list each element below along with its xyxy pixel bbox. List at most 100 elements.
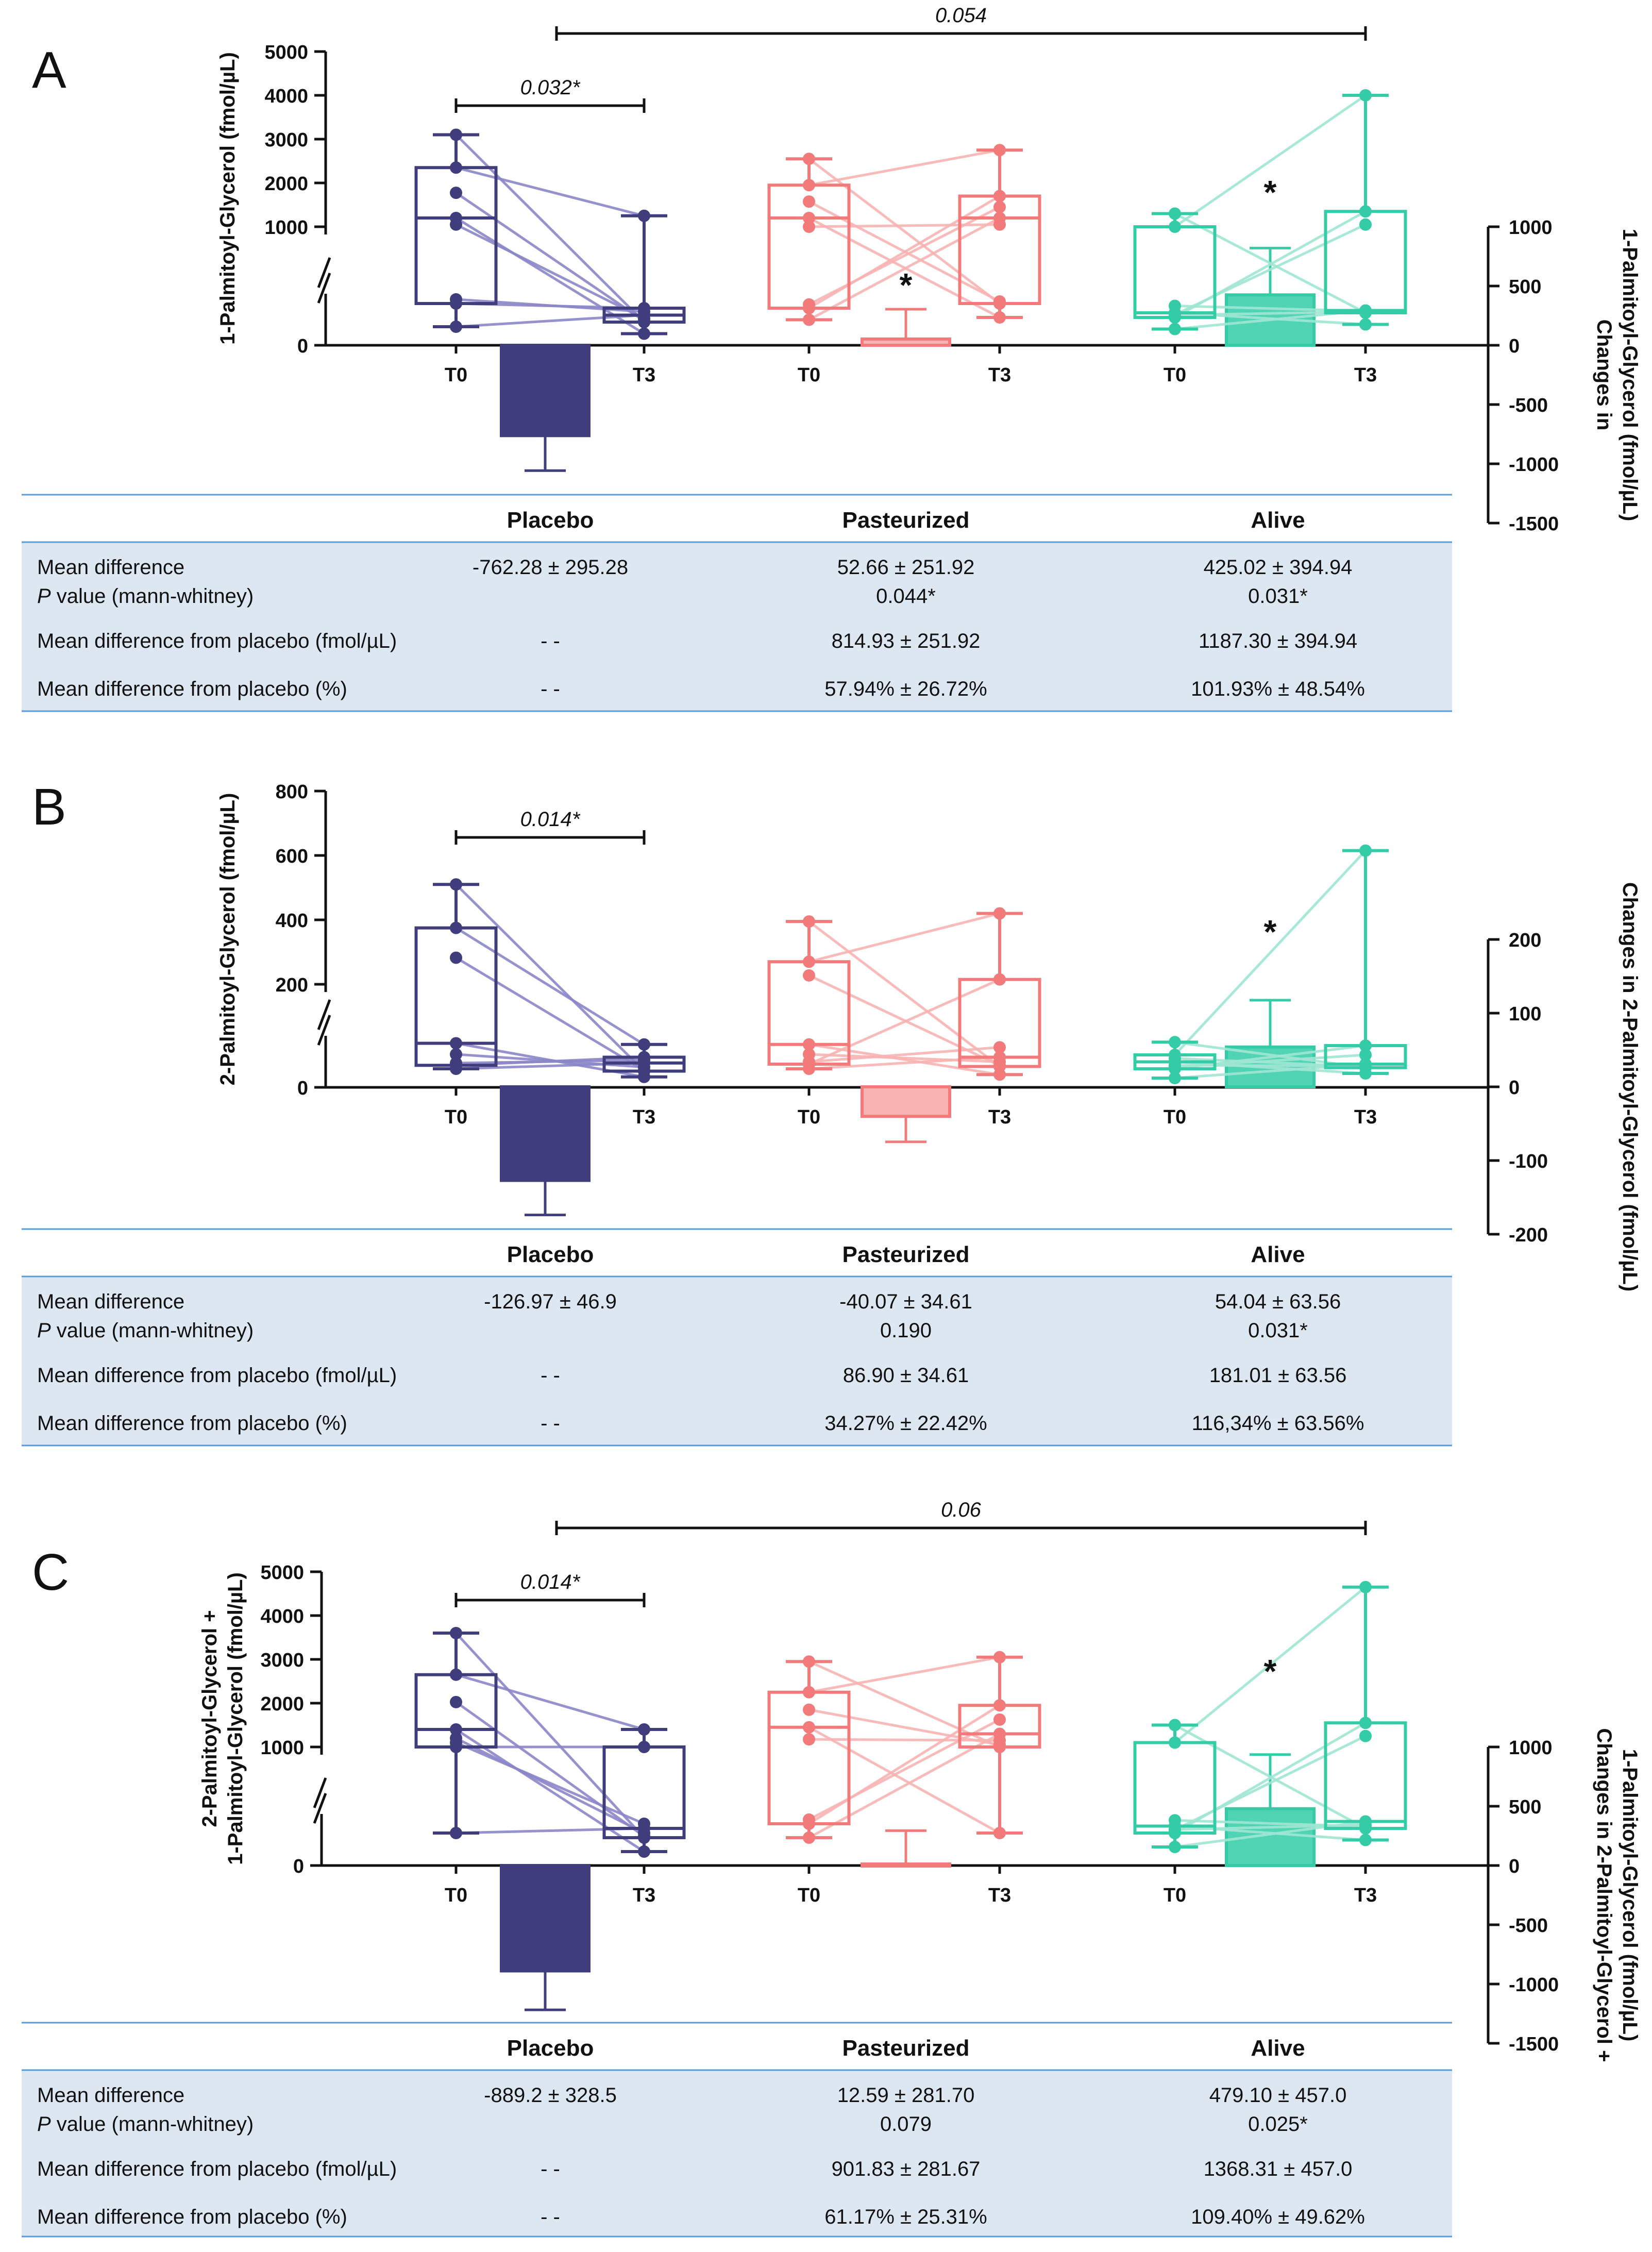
subject-line [808,206,1001,306]
axis-break-mark [317,257,331,288]
x-tick-label: T0 [445,1885,467,1906]
right-axis-title: Changes in [1593,320,1615,431]
table-cell: -40.07 ± 34.61 [839,1290,972,1313]
table-cell: - - [541,1364,560,1387]
subject-line [455,1632,645,1839]
table-header-cell: Placebo [507,508,594,533]
bracket-large-label: 0.06 [941,1499,982,1521]
bracket-small-label: 0.032* [520,76,581,99]
table-cell: -762.28 ± 295.28 [473,556,628,579]
table-cell: 1368.31 ± 457.0 [1204,2158,1353,2180]
change-bar-placebo [500,344,591,438]
subject-line [456,1741,645,1825]
data-point [803,221,815,233]
subject-line [1174,94,1367,228]
subject-line [808,1046,1000,1063]
table-body-bg [22,542,1452,711]
data-point [803,1733,815,1746]
box-pasteurized-t3 [958,1704,1041,1749]
x-tick-label: T0 [445,1106,467,1128]
significance-star: * [1264,913,1277,950]
data-point [803,969,815,982]
left-tick-label: 5000 [260,1562,304,1584]
x-tick-label: T3 [988,1885,1011,1906]
row-label-text: value (mann-whitney) [51,2113,254,2136]
p-italic: P [37,585,51,608]
x-tick-label: T3 [633,364,655,386]
change-bar-pasteurized [861,1862,951,1868]
left-tick-label: 5000 [264,42,308,63]
table-row-label: Mean difference [37,2084,184,2107]
significance-star: * [900,266,913,304]
subject-line [1174,223,1367,316]
table-header-cell: Pasteurized [842,508,970,533]
change-bar-placebo [500,1085,591,1182]
table-header-cell: Pasteurized [842,2036,970,2061]
table-header-cell: Placebo [507,1242,594,1267]
right-tick-label: 0 [1509,1856,1520,1877]
table-cell: - - [541,2206,560,2228]
box-pasteurized-t3 [958,194,1041,305]
change-bar-pasteurized [861,337,951,347]
table-header-cell: Alive [1251,1242,1305,1267]
table-cell: 0.031* [1248,585,1308,608]
panel-letter: B [32,778,66,836]
axis-break-mark [313,1793,327,1824]
right-tick-label: -500 [1509,395,1548,416]
table-cell: 181.01 ± 63.56 [1209,1364,1347,1387]
left-tick-label: 400 [276,910,308,932]
table-cell: 109.40% ± 49.62% [1191,2206,1365,2228]
bracket-small-label: 0.014* [520,1571,581,1593]
data-point [993,218,1006,231]
subject-line [808,1656,1000,1694]
data-point [1359,1729,1372,1742]
table-row-label: Mean difference from placebo (%) [37,1412,347,1435]
subject-line [455,133,645,323]
right-tick-label: -500 [1509,1915,1548,1937]
right-axis-title: Changes in 2-Palmitoyl-Glycerol + [1593,1728,1615,2062]
table-cell: 52.66 ± 251.92 [837,556,975,579]
subject-line [1174,1735,1367,1831]
table-row-label: Mean difference [37,1290,184,1313]
left-tick-label: 1000 [264,217,308,239]
x-tick-label: T3 [1354,364,1377,386]
table-row-label: Mean difference from placebo (%) [37,678,347,700]
left-axis-title: 2-Palmitoyl-Glycerol (fmol/µL) [216,793,239,1086]
table-cell: 86.90 ± 34.61 [843,1364,969,1387]
right-tick-label: 200 [1509,930,1541,951]
table-body-bg [22,1276,1452,1446]
table-cell: - - [541,630,560,652]
table-cell: 116,34% ± 63.56% [1192,1412,1364,1435]
subject-line [456,1673,645,1731]
data-point [1169,1814,1181,1827]
change-bar-pasteurized [861,1085,951,1118]
subject-line [1174,212,1367,314]
left-zero-label: 0 [293,1856,304,1877]
left-zero-label: 0 [297,335,308,357]
box-placebo-t0 [414,926,498,1067]
data-point [1169,299,1181,312]
table-cell: 61.17% ± 25.31% [824,2206,987,2228]
table-cell: 34.27% ± 22.42% [824,1412,987,1435]
panel-letter: C [32,1543,69,1601]
data-point [993,1713,1006,1726]
bracket-large-label: 0.054 [935,4,987,27]
table-row-label: P value (mann-whitney) [37,1319,254,1342]
x-tick-label: T0 [798,1106,820,1128]
table-cell: 57.94% ± 26.72% [824,678,987,700]
data-point [450,951,462,964]
subject-line [455,1737,645,1835]
table-cell: 479.10 ± 457.0 [1209,2084,1347,2107]
subject-line [1174,1819,1366,1828]
data-point [993,200,1006,213]
data-point [1359,218,1372,231]
right-tick-label: 0 [1509,1077,1520,1099]
x-tick-label: T0 [798,1885,820,1906]
subject-line [808,1733,1001,1839]
left-tick-label: 1000 [260,1737,304,1759]
right-tick-label: 1000 [1509,217,1553,239]
subject-line [455,1701,645,1838]
table-header-cell: Alive [1251,2036,1305,2061]
left-tick-label: 2000 [260,1693,304,1715]
